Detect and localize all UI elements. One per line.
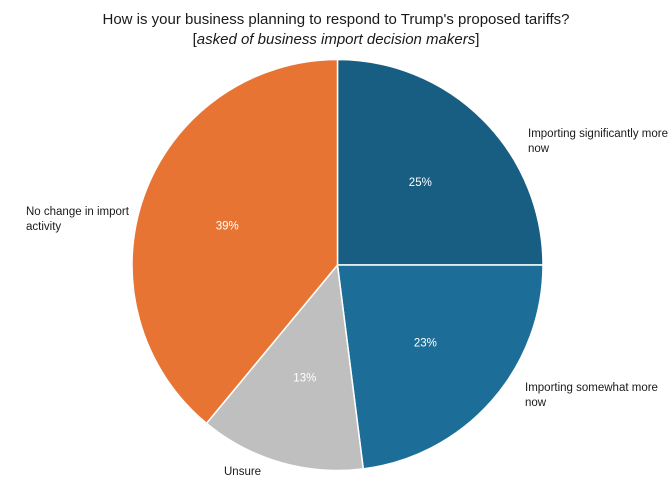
slice-value-label: 23% bbox=[414, 337, 437, 349]
slice-no-change bbox=[131, 58, 339, 425]
category-label-no-change: No change in import activity bbox=[26, 206, 129, 233]
chart-title: How is your business planning to respond… bbox=[102, 11, 570, 28]
slice-importing-significantly bbox=[336, 58, 544, 266]
category-label-importing-significantly: Importing significantly more now bbox=[528, 128, 668, 155]
slice-unsure bbox=[205, 263, 365, 472]
slice-value-label: 25% bbox=[409, 177, 432, 189]
chart-title-block: How is your business planning to respond… bbox=[0, 10, 672, 50]
subtitle-open-bracket: [ bbox=[192, 31, 197, 48]
subtitle-close-bracket: ] bbox=[475, 31, 480, 48]
category-label-unsure: Unsure bbox=[224, 466, 262, 478]
chart-subtitle: [asked of business import decision maker… bbox=[0, 30, 672, 50]
slice-importing-somewhat bbox=[336, 264, 544, 470]
category-label-importing-somewhat: Importing somewhat more now bbox=[525, 382, 658, 409]
subtitle-text: asked of business import decision makers bbox=[196, 31, 476, 48]
slice-value-label: 13% bbox=[293, 372, 316, 384]
slice-value-label: 39% bbox=[216, 220, 239, 232]
